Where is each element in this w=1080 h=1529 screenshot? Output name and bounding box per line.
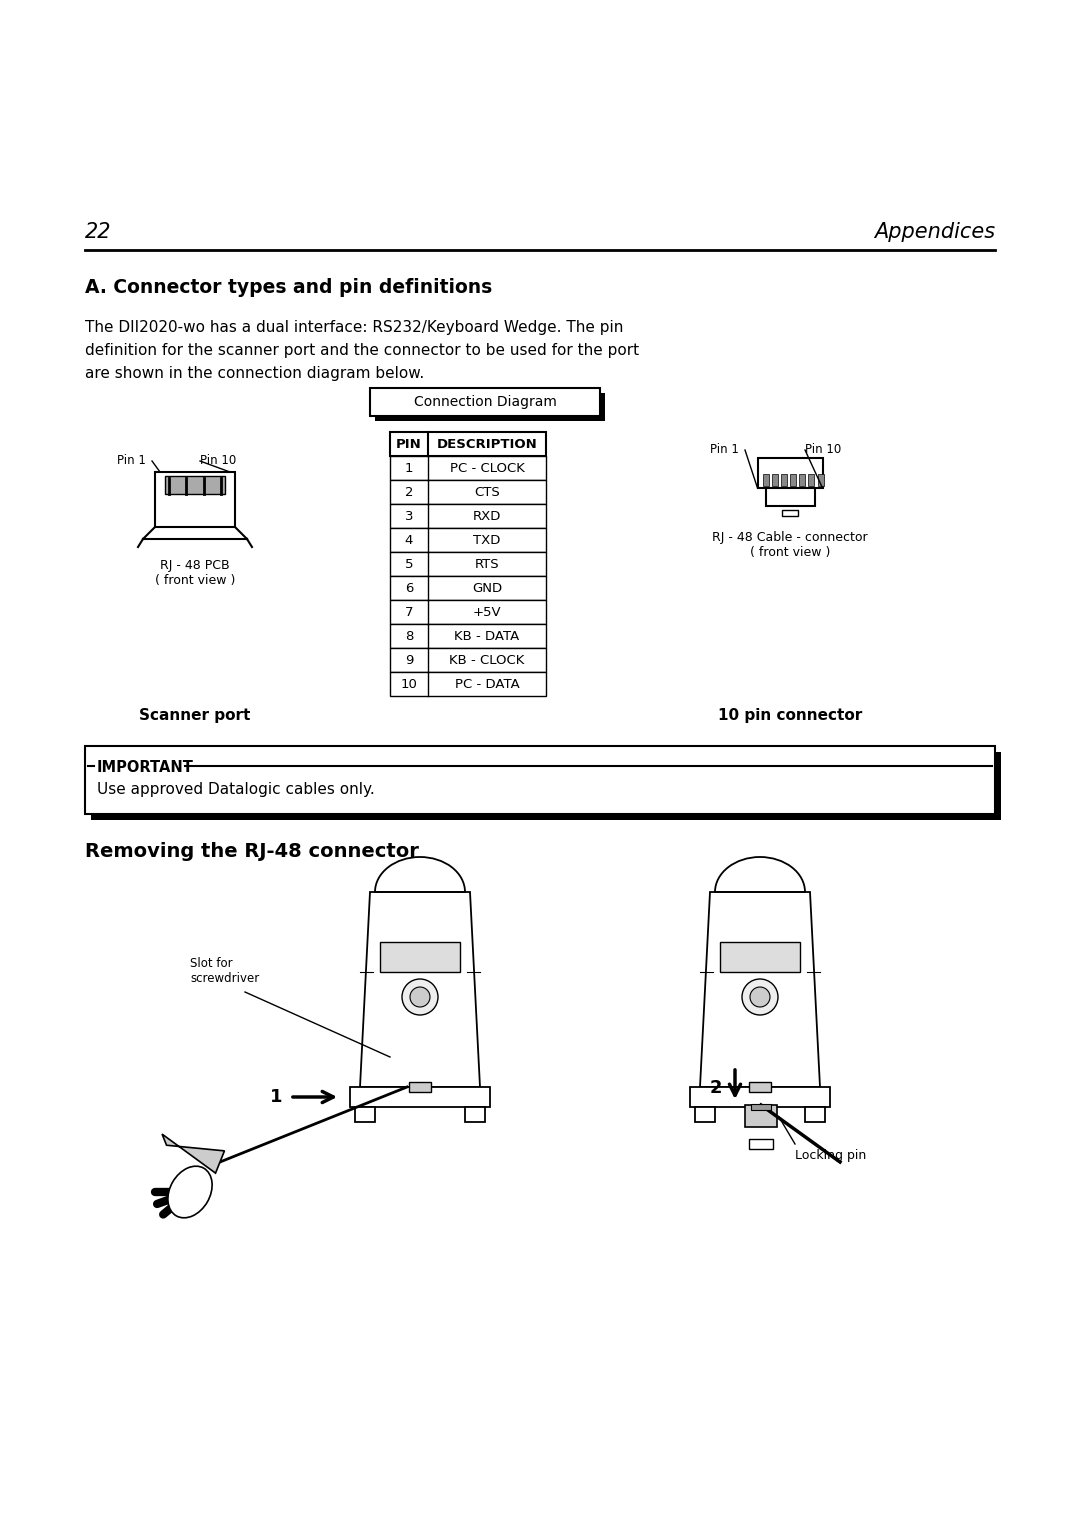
Text: Locking pin: Locking pin	[795, 1148, 866, 1162]
Bar	[390, 433, 546, 456]
Polygon shape	[360, 891, 480, 1087]
Text: 2: 2	[710, 1079, 723, 1096]
Bar	[390, 528, 546, 552]
Bar	[781, 474, 787, 486]
Text: TXD: TXD	[473, 534, 501, 546]
Circle shape	[410, 988, 430, 1008]
Bar	[390, 599, 546, 624]
Bar	[465, 1107, 485, 1122]
Bar	[782, 511, 798, 515]
Text: 7: 7	[405, 605, 414, 619]
Text: 6: 6	[405, 581, 414, 595]
Text: RJ - 48 Cable - connector: RJ - 48 Cable - connector	[712, 531, 868, 544]
Text: 10: 10	[401, 677, 418, 691]
Text: Pin 1: Pin 1	[117, 454, 146, 466]
Polygon shape	[162, 1135, 225, 1173]
Bar	[696, 1107, 715, 1122]
Bar	[762, 474, 769, 486]
Text: 8: 8	[405, 630, 414, 642]
Bar	[750, 1083, 771, 1092]
Bar	[757, 459, 823, 488]
Text: 4: 4	[405, 534, 414, 546]
Bar	[390, 552, 546, 576]
Text: Pin 10: Pin 10	[805, 443, 841, 456]
Circle shape	[402, 979, 438, 1015]
Text: RTS: RTS	[475, 558, 499, 570]
Bar	[390, 673, 546, 696]
Bar	[751, 1104, 771, 1110]
Circle shape	[742, 979, 778, 1015]
Ellipse shape	[167, 1167, 212, 1217]
Bar	[818, 474, 824, 486]
Polygon shape	[700, 891, 820, 1087]
Bar	[390, 576, 546, 599]
Bar	[808, 474, 814, 486]
Text: KB - DATA: KB - DATA	[455, 630, 519, 642]
Bar	[720, 942, 800, 972]
Circle shape	[750, 988, 770, 1008]
Text: 2: 2	[405, 486, 414, 498]
Text: PC - CLOCK: PC - CLOCK	[449, 462, 525, 474]
Text: 3: 3	[405, 509, 414, 523]
Text: KB - CLOCK: KB - CLOCK	[449, 653, 525, 667]
Bar	[370, 388, 600, 416]
Text: Connection Diagram: Connection Diagram	[414, 394, 556, 408]
Bar	[390, 456, 546, 480]
Text: PIN: PIN	[396, 437, 422, 451]
Text: 1: 1	[405, 462, 414, 474]
Bar	[409, 1083, 431, 1092]
Bar	[690, 1087, 831, 1107]
Text: Appendices: Appendices	[874, 222, 995, 242]
Bar	[390, 480, 546, 505]
Bar	[165, 476, 225, 494]
Text: ( front view ): ( front view )	[750, 546, 831, 560]
Bar	[380, 942, 460, 972]
Bar	[156, 472, 235, 528]
Text: definition for the scanner port and the connector to be used for the port: definition for the scanner port and the …	[85, 342, 639, 358]
Text: Removing the RJ-48 connector: Removing the RJ-48 connector	[85, 842, 419, 861]
Text: Pin 1: Pin 1	[710, 443, 739, 456]
Bar	[85, 746, 995, 813]
Bar	[766, 488, 814, 506]
Text: 9: 9	[405, 653, 414, 667]
Text: RXD: RXD	[473, 509, 501, 523]
Text: Pin 10: Pin 10	[200, 454, 237, 466]
Text: 22: 22	[85, 222, 111, 242]
Text: RJ - 48 PCB: RJ - 48 PCB	[160, 560, 230, 572]
Text: CTS: CTS	[474, 486, 500, 498]
Text: 10 pin connector: 10 pin connector	[718, 708, 862, 723]
Bar	[91, 752, 1001, 820]
Text: ( front view ): ( front view )	[154, 573, 235, 587]
Bar	[805, 1107, 825, 1122]
Text: 5: 5	[405, 558, 414, 570]
Text: IMPORTANT: IMPORTANT	[97, 760, 194, 775]
Text: Slot for
screwdriver: Slot for screwdriver	[190, 957, 259, 985]
Bar	[390, 624, 546, 648]
Text: A. Connector types and pin definitions: A. Connector types and pin definitions	[85, 278, 492, 297]
Text: The DII2020-wo has a dual interface: RS232/Keyboard Wedge. The pin: The DII2020-wo has a dual interface: RS2…	[85, 320, 623, 335]
Text: GND: GND	[472, 581, 502, 595]
Bar	[799, 474, 806, 486]
Bar	[789, 474, 796, 486]
Text: are shown in the connection diagram below.: are shown in the connection diagram belo…	[85, 365, 424, 381]
Bar	[772, 474, 778, 486]
Text: Scanner port: Scanner port	[139, 708, 251, 723]
Bar	[745, 1105, 777, 1127]
Text: +5V: +5V	[473, 605, 501, 619]
Bar	[375, 393, 605, 420]
Text: PC - DATA: PC - DATA	[455, 677, 519, 691]
Bar	[350, 1087, 490, 1107]
Bar	[355, 1107, 375, 1122]
Bar	[390, 648, 546, 673]
Text: 1: 1	[270, 1089, 282, 1105]
Bar	[750, 1139, 773, 1148]
Text: DESCRIPTION: DESCRIPTION	[436, 437, 538, 451]
Text: Use approved Datalogic cables only.: Use approved Datalogic cables only.	[97, 781, 375, 797]
Bar	[390, 505, 546, 528]
